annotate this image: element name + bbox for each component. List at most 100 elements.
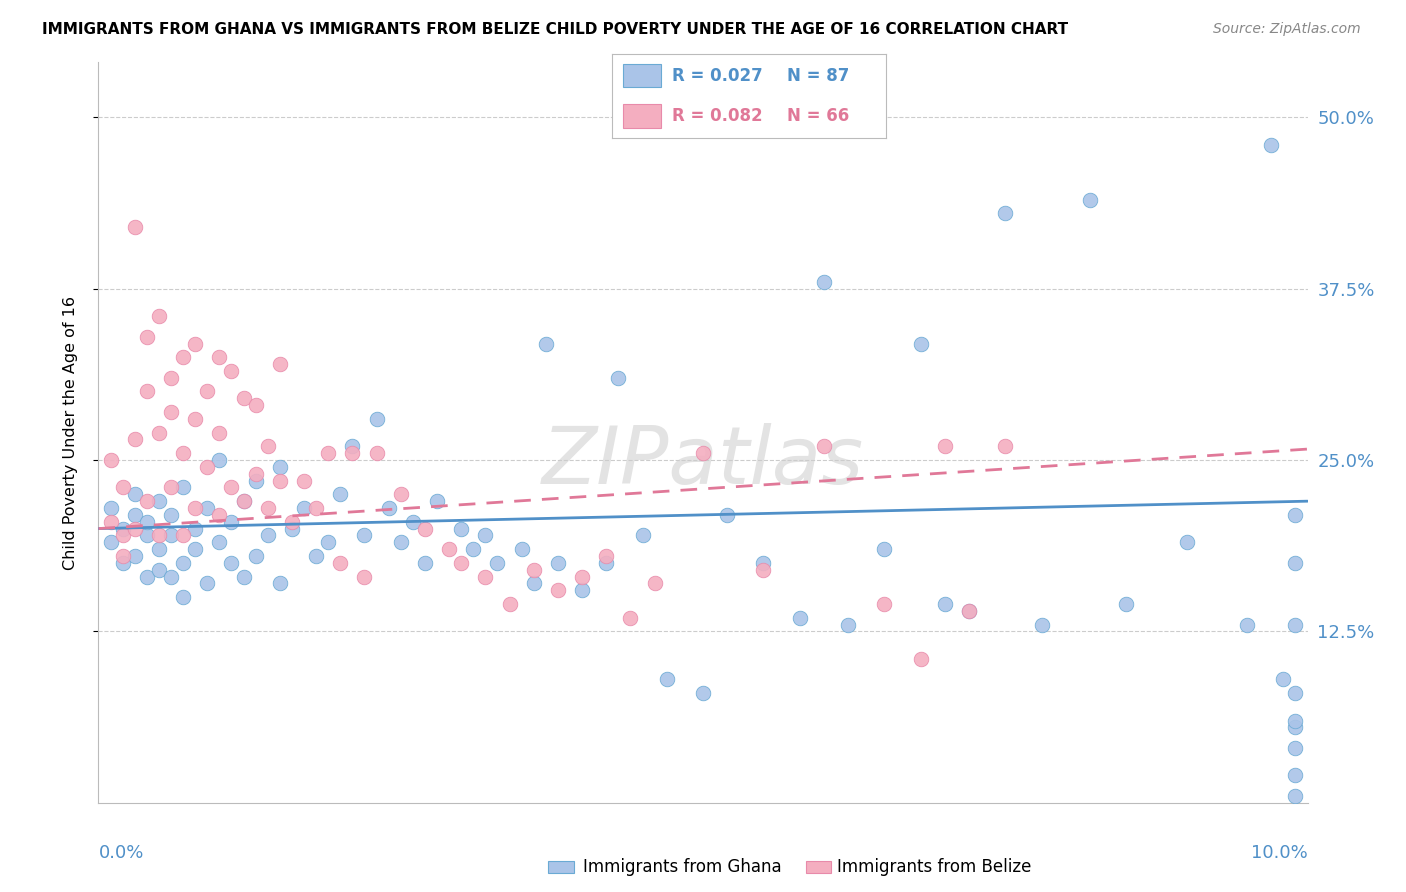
Point <box>413 522 436 536</box>
Point <box>148 542 170 557</box>
Point <box>100 535 122 549</box>
Point <box>413 556 436 570</box>
Point <box>752 563 775 577</box>
Point <box>135 384 157 399</box>
Point <box>450 522 472 536</box>
Bar <box>623 63 661 87</box>
Point <box>232 569 254 583</box>
Point <box>111 549 134 563</box>
Text: Source: ZipAtlas.com: Source: ZipAtlas.com <box>1213 22 1361 37</box>
Point <box>100 515 122 529</box>
Point <box>450 556 472 570</box>
Point <box>195 459 218 474</box>
Point <box>595 549 617 563</box>
Point <box>160 371 183 385</box>
Point <box>111 556 134 570</box>
Point <box>426 494 449 508</box>
Point <box>148 309 170 323</box>
Point <box>1284 617 1306 632</box>
Point <box>1078 193 1101 207</box>
Point <box>148 425 170 440</box>
Point <box>195 501 218 516</box>
Point <box>957 604 980 618</box>
Point <box>172 590 194 604</box>
Point <box>100 453 122 467</box>
Point <box>571 583 593 598</box>
Point <box>160 528 183 542</box>
Point <box>100 501 122 516</box>
Point <box>221 364 243 378</box>
Point <box>184 336 207 351</box>
Point <box>366 412 388 426</box>
Point <box>148 528 170 542</box>
Point <box>910 652 932 666</box>
Point <box>195 576 218 591</box>
Point <box>160 508 183 522</box>
Point <box>135 329 157 343</box>
Point <box>111 528 134 542</box>
Point <box>644 576 666 591</box>
Point <box>184 542 207 557</box>
Text: R = 0.082: R = 0.082 <box>672 107 762 125</box>
Point <box>292 501 315 516</box>
Point <box>305 501 328 516</box>
Point <box>571 569 593 583</box>
Point <box>353 528 375 542</box>
Point <box>184 412 207 426</box>
Point <box>221 515 243 529</box>
Point <box>245 398 267 412</box>
Point <box>184 522 207 536</box>
Point <box>1284 508 1306 522</box>
Point <box>135 528 157 542</box>
Point <box>389 535 412 549</box>
Point <box>172 556 194 570</box>
Point <box>523 576 546 591</box>
Point <box>510 542 533 557</box>
Text: 10.0%: 10.0% <box>1251 844 1308 862</box>
Point <box>281 515 304 529</box>
Point <box>135 515 157 529</box>
Point <box>716 508 738 522</box>
Point <box>1284 789 1306 803</box>
Point <box>1284 556 1306 570</box>
Text: Immigrants from Ghana: Immigrants from Ghana <box>583 858 782 876</box>
Point <box>837 617 859 632</box>
Point <box>124 219 146 234</box>
Text: ZIPatlas: ZIPatlas <box>541 423 865 501</box>
Text: Immigrants from Belize: Immigrants from Belize <box>837 858 1031 876</box>
Point <box>1260 137 1282 152</box>
Point <box>547 583 569 598</box>
Point <box>135 494 157 508</box>
Point <box>111 522 134 536</box>
Point <box>292 474 315 488</box>
Point <box>474 528 496 542</box>
Point <box>232 494 254 508</box>
Point <box>957 604 980 618</box>
Point <box>498 597 520 611</box>
Point <box>329 487 352 501</box>
Point <box>619 611 641 625</box>
Point <box>1284 686 1306 700</box>
Point <box>269 576 291 591</box>
Point <box>232 494 254 508</box>
Point <box>873 542 896 557</box>
Point <box>342 446 364 460</box>
Point <box>124 549 146 563</box>
Point <box>631 528 654 542</box>
Point <box>474 569 496 583</box>
Text: N = 87: N = 87 <box>787 67 849 85</box>
Point <box>910 336 932 351</box>
Point <box>124 433 146 447</box>
Point <box>256 528 278 542</box>
Point <box>692 686 714 700</box>
Point <box>534 336 557 351</box>
Text: R = 0.027: R = 0.027 <box>672 67 762 85</box>
Point <box>281 522 304 536</box>
Point <box>184 501 207 516</box>
Point <box>245 467 267 481</box>
Point <box>342 439 364 453</box>
Point <box>607 371 630 385</box>
Point <box>1284 741 1306 756</box>
Point <box>329 556 352 570</box>
Point <box>232 392 254 406</box>
